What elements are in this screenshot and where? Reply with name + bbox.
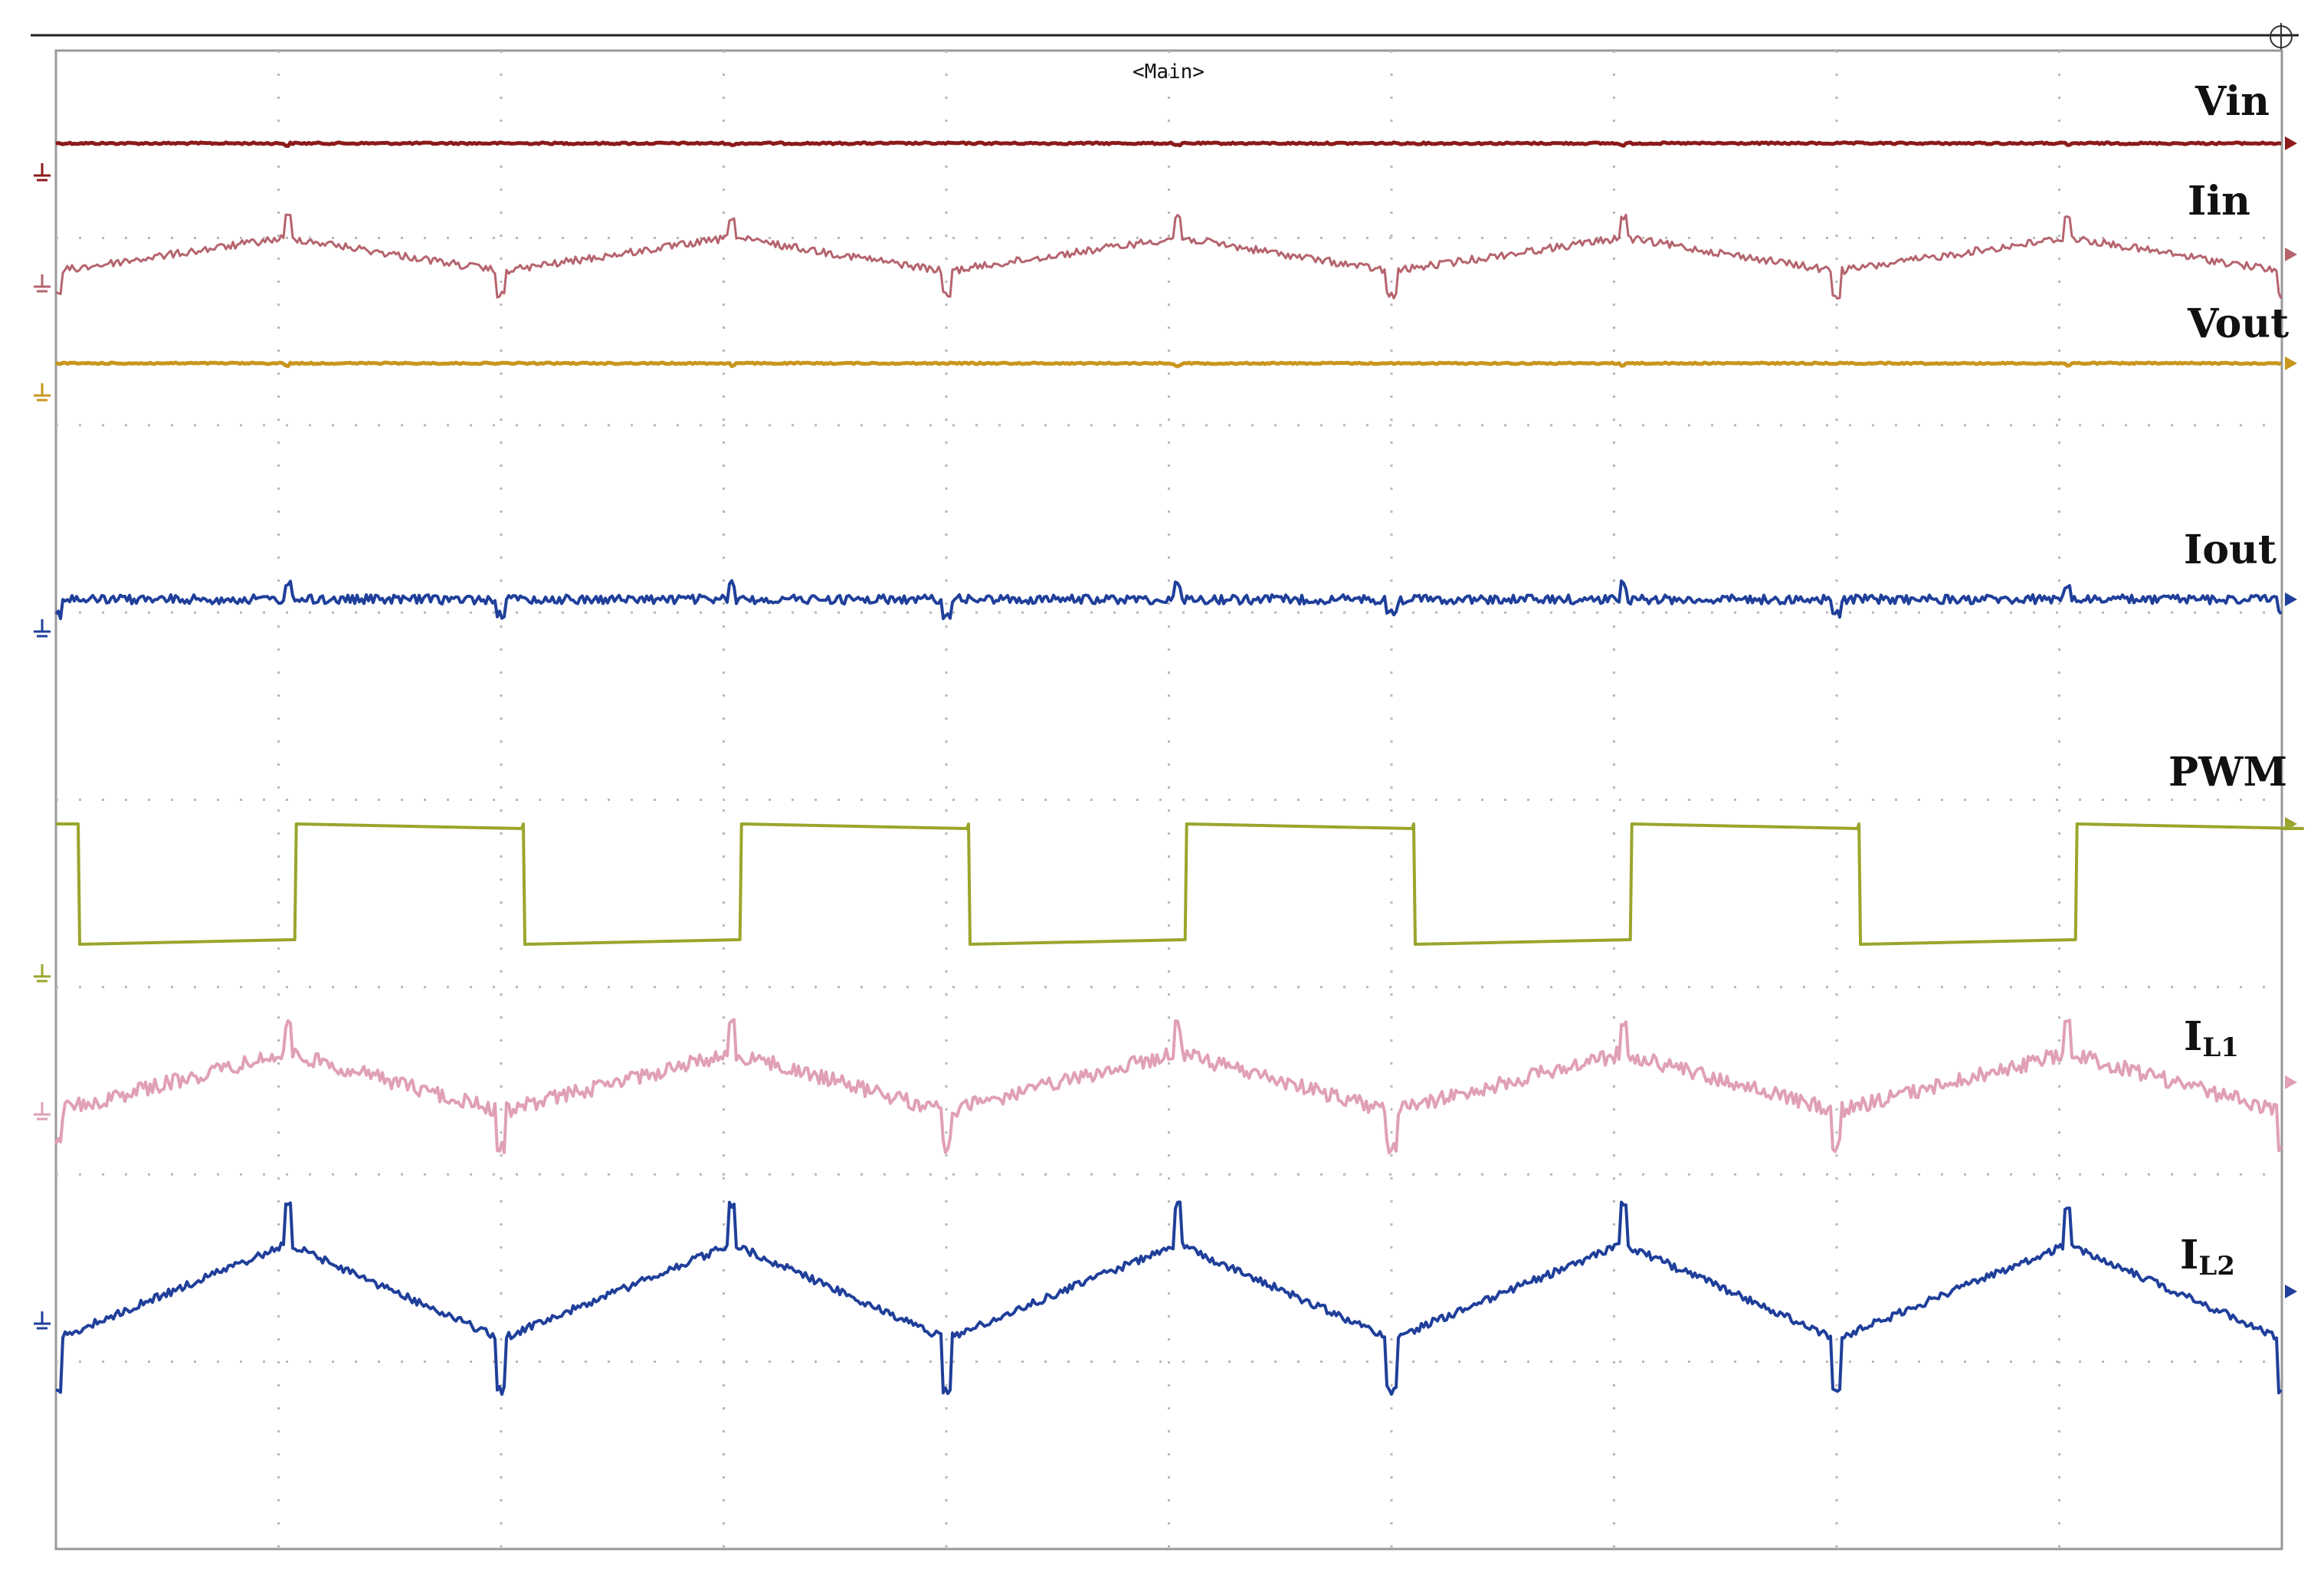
ground-marker-iout bbox=[34, 619, 51, 638]
channel-level-marker-iin bbox=[2285, 248, 2297, 261]
ground-marker-pwm bbox=[34, 964, 51, 983]
channel-markers bbox=[34, 136, 2297, 1330]
channel-level-marker-pwm bbox=[2285, 817, 2297, 831]
trace-il2 bbox=[55, 1200, 2283, 1396]
channel-level-marker-vin bbox=[2285, 136, 2297, 150]
channel-level-marker-il2 bbox=[2285, 1285, 2297, 1298]
channel-label-iout: Iout bbox=[2184, 527, 2276, 573]
graticule-grid bbox=[56, 51, 2282, 1549]
ground-marker-iin bbox=[34, 274, 51, 293]
channel-label-sub-il1: L1 bbox=[2202, 1032, 2239, 1063]
channel-label-il2: IL2 bbox=[2180, 1232, 2235, 1282]
trace-pwm bbox=[56, 822, 2305, 946]
trace-vin bbox=[55, 140, 2282, 148]
channel-labels: Vin Iin Vout Iout PWM IL1 IL2 bbox=[2168, 78, 2289, 1282]
waveform-traces bbox=[54, 140, 2305, 1396]
trace-iout bbox=[54, 579, 2283, 621]
channel-label-il1: IL1 bbox=[2184, 1013, 2239, 1063]
channel-label-vout: Vout bbox=[2187, 300, 2289, 347]
channel-label-pwm: PWM bbox=[2168, 749, 2287, 796]
trace-vout bbox=[54, 360, 2282, 369]
channel-label-vin: Vin bbox=[2195, 78, 2270, 125]
trace-iin bbox=[55, 213, 2283, 300]
ground-marker-il1 bbox=[34, 1102, 51, 1121]
channel-label-iin: Iin bbox=[2188, 178, 2250, 225]
ground-marker-vout bbox=[34, 383, 51, 402]
channel-level-marker-iout bbox=[2285, 592, 2297, 606]
channel-label-sub-il2: L2 bbox=[2198, 1251, 2235, 1282]
trace-il1 bbox=[54, 1018, 2283, 1155]
channel-level-marker-il1 bbox=[2285, 1075, 2297, 1089]
ground-marker-vin bbox=[34, 163, 51, 182]
ground-marker-il2 bbox=[34, 1311, 51, 1330]
channel-level-marker-vout bbox=[2285, 356, 2297, 370]
plot-frame bbox=[54, 49, 2283, 1551]
top-cursor-marker bbox=[2270, 23, 2293, 51]
timebase-header: <Main> bbox=[1132, 61, 1205, 84]
